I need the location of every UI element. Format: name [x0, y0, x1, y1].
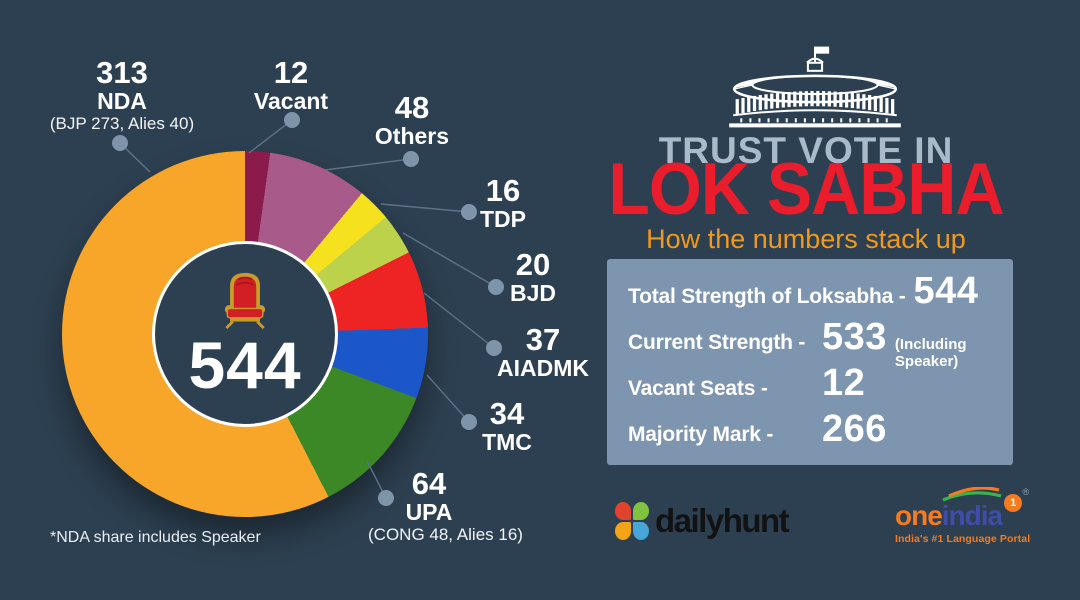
connector-line-nda	[119, 142, 151, 173]
flag-icon	[815, 46, 830, 54]
oneindia-logo: one india ® 1 India's #1 Language Portal	[895, 487, 1045, 545]
connector-line-tmc	[426, 374, 470, 423]
dailyhunt-logo: dailyhunt	[615, 502, 790, 540]
segment-label-others: 48 Others	[357, 91, 467, 149]
segment-label-bjd: 20 BJD	[492, 248, 574, 306]
subtitle: How the numbers stack up	[646, 224, 966, 254]
row-label: Total Strength of Loksabha -	[628, 285, 906, 308]
segment-label-tmc: 34 TMC	[466, 397, 548, 455]
oneindia-word-one: one	[895, 500, 943, 531]
throne-icon	[224, 272, 266, 329]
segment-party: Vacant	[253, 88, 329, 114]
parliament-building-illustration	[729, 46, 901, 128]
segment-value: 12	[273, 55, 309, 90]
segment-party: BJD	[509, 280, 556, 306]
number-one-badge-icon: 1	[1004, 494, 1023, 512]
row-value: 266	[822, 408, 887, 450]
segment-party: AIADMK	[497, 355, 589, 381]
clover-petal	[633, 522, 649, 540]
row-label: Current Strength -	[628, 331, 806, 354]
chart-footnote: *NDA share includes Speaker	[50, 529, 261, 546]
segment-label-tdp: 16 TDP	[462, 174, 544, 232]
oneindia-word-india: india	[941, 500, 1003, 531]
connector-line-aiadmk	[423, 292, 495, 349]
summary-box: Total Strength of Loksabha - 544 Current…	[607, 259, 1013, 465]
segment-label-upa: 64 UPA (CONG 48, Alies 16)	[368, 466, 523, 545]
segment-party: UPA	[405, 499, 453, 525]
row-label: Vacant Seats -	[628, 377, 768, 400]
donut-center: 544	[152, 241, 338, 427]
title-line2: LOK SABHA	[608, 147, 1004, 231]
segment-sub: (CONG 48, Alies 16)	[368, 525, 523, 544]
registered-mark: ®	[1022, 487, 1030, 497]
clover-petal	[633, 502, 649, 520]
donut-total: 544	[188, 327, 302, 402]
summary-row-vacant: Vacant Seats - 12	[628, 364, 1013, 410]
oneindia-swoosh-icon	[942, 487, 1002, 502]
segment-value: 48	[394, 90, 430, 125]
segment-label-vacant: 12 Vacant	[241, 56, 341, 114]
segment-value: 34	[489, 396, 525, 431]
clover-petal	[615, 502, 631, 520]
connector-line-others	[324, 158, 412, 171]
row-value: 12	[822, 362, 866, 404]
segment-party: NDA	[97, 88, 147, 114]
row-label: Majority Mark -	[628, 423, 774, 446]
row-note: (Including Speaker)	[894, 336, 967, 370]
segment-value: 64	[411, 466, 447, 501]
segment-value: 20	[515, 247, 551, 282]
oneindia-tagline: India's #1 Language Portal	[895, 533, 1031, 545]
segment-label-nda: 313 NDA (BJP 273, Alies 40)	[32, 56, 212, 134]
connector-dot-nda	[112, 135, 128, 151]
segment-party: Others	[374, 123, 450, 149]
dailyhunt-clover-icon	[615, 502, 649, 540]
connector-line-vacant	[248, 119, 293, 154]
title-line1: TRUST VOTE IN	[658, 130, 954, 171]
segment-value: 37	[525, 322, 561, 357]
connector-line-tdp	[380, 203, 470, 213]
segment-value: 313	[96, 55, 148, 90]
summary-row-majority: Majority Mark - 266	[628, 410, 1013, 456]
dailyhunt-wordmark: dailyhunt	[655, 502, 790, 539]
row-value: 533	[822, 316, 887, 358]
summary-row-total: Total Strength of Loksabha - 544	[628, 272, 1013, 318]
row-value: 544	[913, 270, 979, 312]
clover-petal	[615, 522, 631, 540]
segment-value: 16	[485, 173, 521, 208]
segment-party: TMC	[482, 429, 532, 455]
connector-dot-others	[403, 151, 419, 167]
segment-party: TDP	[480, 206, 526, 232]
segment-sub: (BJP 273, Alies 40)	[49, 114, 195, 133]
summary-row-current: Current Strength - 533 (Including Speake…	[628, 316, 1013, 370]
segment-label-aiadmk: 37 AIADMK	[495, 323, 591, 381]
connector-dot-vacant	[284, 112, 300, 128]
